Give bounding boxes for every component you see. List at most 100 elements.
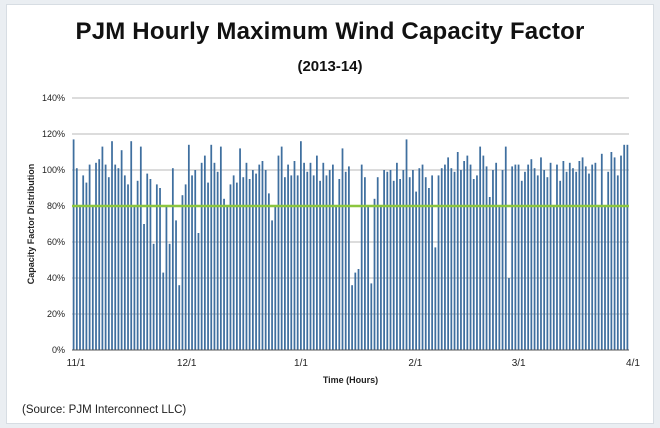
bar <box>408 177 411 350</box>
bar <box>139 146 142 350</box>
chart-subtitle: (2013-14) <box>297 58 363 75</box>
bar <box>95 162 97 350</box>
bar <box>178 285 181 350</box>
bar <box>498 206 501 350</box>
bar <box>501 170 504 350</box>
bar <box>584 166 587 350</box>
bar <box>616 175 619 350</box>
bar <box>466 155 469 350</box>
bar <box>552 206 555 350</box>
x-tick-label: 3/1 <box>512 358 526 369</box>
bar <box>360 164 363 350</box>
bar <box>325 175 328 350</box>
bar <box>171 168 174 350</box>
bar <box>556 164 558 350</box>
bar <box>232 175 235 350</box>
bar <box>482 155 485 350</box>
bar <box>488 197 491 350</box>
bar <box>332 164 334 350</box>
bar <box>568 162 571 350</box>
x-tick-label: 11/1 <box>67 358 86 369</box>
bar <box>274 206 277 350</box>
bar <box>604 206 606 350</box>
x-tick-label: 1/1 <box>294 358 308 369</box>
bar <box>300 141 302 350</box>
bar <box>229 184 232 350</box>
bar <box>152 243 155 350</box>
bar <box>277 155 280 350</box>
bar <box>267 193 270 350</box>
bar <box>338 179 341 350</box>
bar <box>226 206 229 350</box>
bar <box>341 148 344 350</box>
bar <box>245 162 248 350</box>
bar <box>437 175 440 350</box>
bar <box>367 206 369 350</box>
x-tick-label: 12/1 <box>177 358 197 369</box>
bar <box>319 180 321 350</box>
bar <box>440 168 443 350</box>
bar <box>392 180 395 350</box>
bar <box>219 146 222 350</box>
bar <box>511 166 514 350</box>
bar <box>312 175 315 350</box>
bar <box>203 155 206 350</box>
bar <box>412 170 414 350</box>
bar <box>396 162 398 350</box>
bar <box>184 184 187 350</box>
y-tick-label: 140% <box>42 93 65 103</box>
bar <box>386 171 389 350</box>
y-tick-label: 0% <box>52 345 65 355</box>
bar <box>530 159 533 350</box>
bar <box>191 175 193 350</box>
bar <box>101 146 104 350</box>
bar <box>85 182 88 350</box>
bar <box>216 171 219 350</box>
bar <box>251 170 254 350</box>
bar <box>309 162 312 350</box>
bar <box>348 166 350 350</box>
bar <box>562 161 565 350</box>
bar <box>517 164 520 350</box>
bar <box>162 272 165 350</box>
bar <box>306 171 309 350</box>
x-axis-label: Time (Hours) <box>323 375 378 385</box>
bar <box>376 177 379 350</box>
bar <box>287 164 289 350</box>
bar <box>354 272 357 350</box>
bar <box>303 162 305 350</box>
bar <box>607 171 610 350</box>
bar <box>88 164 91 350</box>
bar <box>79 206 81 350</box>
bar <box>335 206 337 350</box>
bar <box>600 153 603 350</box>
bar <box>620 155 622 350</box>
bar <box>405 139 408 350</box>
bar <box>504 146 507 350</box>
bar <box>261 161 264 350</box>
bar <box>533 168 536 350</box>
bar <box>591 164 594 350</box>
bar <box>111 141 113 350</box>
bar <box>194 170 197 350</box>
chart-title: PJM Hourly Maximum Wind Capacity Factor <box>75 18 585 45</box>
bar <box>207 182 209 350</box>
bar <box>469 164 472 350</box>
bar <box>72 139 75 350</box>
bar <box>597 206 600 350</box>
bar <box>117 168 120 350</box>
bar <box>450 168 453 350</box>
bar <box>540 157 542 350</box>
x-tick-label: 2/1 <box>408 358 422 369</box>
bar <box>453 171 456 350</box>
bar <box>146 173 149 350</box>
bar <box>543 170 546 350</box>
bar <box>123 175 126 350</box>
bar <box>383 170 385 350</box>
x-tick-label: 4/1 <box>626 358 640 369</box>
bar <box>284 177 286 350</box>
bar <box>572 168 574 350</box>
bar <box>370 283 373 350</box>
y-axis-label: Capacity Factor Distribution <box>26 164 36 285</box>
